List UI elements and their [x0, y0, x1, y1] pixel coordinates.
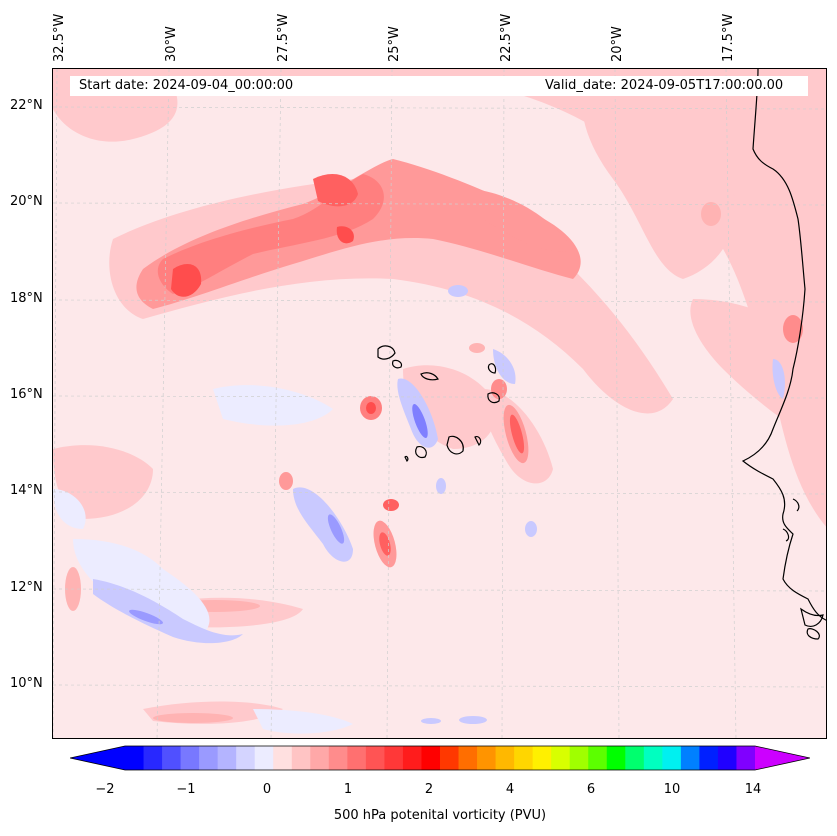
lon-label: 20°W [610, 26, 625, 62]
colorbar-cell [440, 746, 460, 770]
colorbar-cell [532, 746, 552, 770]
colorbar-cell [402, 746, 422, 770]
colorbar-tick: −2 [95, 782, 115, 797]
colorbar-cell [328, 746, 348, 770]
lat-label: 16°N [10, 387, 43, 402]
colorbar-cell [662, 746, 682, 770]
colorbar [70, 745, 810, 771]
pv-strong-band [136, 159, 581, 309]
lat-label: 12°N [10, 580, 43, 595]
colorbar-cell [699, 746, 719, 770]
colorbar-cell [273, 746, 293, 770]
pv-field-map [53, 69, 826, 738]
colorbar-cell [421, 746, 441, 770]
coastlines [377, 69, 826, 640]
colorbar-cell [217, 746, 237, 770]
colorbar-cell [347, 746, 367, 770]
lon-label: 22.5°W [499, 13, 514, 62]
colorbar-cell [625, 746, 645, 770]
valid-date-label: Valid_date: 2024-09-05T17:00:00.00 [545, 78, 784, 93]
lon-label: 25°W [387, 26, 402, 62]
colorbar-cell [162, 746, 182, 770]
colorbar-tick: 2 [424, 782, 434, 797]
colorbar-cell [236, 746, 256, 770]
lon-label: 17.5°W [721, 13, 736, 62]
colorbar-extend-low [70, 746, 125, 770]
colorbar-cell [606, 746, 626, 770]
lat-label: 22°N [10, 98, 43, 113]
lon-label: 32.5°W [52, 13, 67, 62]
colorbar-extend-high [755, 746, 810, 770]
date-banner [70, 76, 808, 96]
lat-label: 10°N [10, 676, 43, 691]
colorbar-cell [180, 746, 200, 770]
pv-negative-areas [53, 285, 785, 734]
colorbar-cell [384, 746, 404, 770]
start-date-label: Start date: 2024-09-04_00:00:00 [79, 78, 294, 93]
colorbar-tick: 6 [586, 782, 596, 797]
colorbar-tick: 1 [343, 782, 353, 797]
colorbar-cell [717, 746, 737, 770]
colorbar-cell [477, 746, 497, 770]
colorbar-tick: 0 [262, 782, 272, 797]
colorbar-cell [254, 746, 274, 770]
colorbar-cell [495, 746, 515, 770]
colorbar-cell [310, 746, 330, 770]
colorbar-cell [680, 746, 700, 770]
colorbar-cell [125, 746, 145, 770]
colorbar-cells [70, 745, 810, 771]
colorbar-outline [70, 745, 810, 771]
colorbar-cell [291, 746, 311, 770]
colorbar-cell [569, 746, 589, 770]
island [377, 345, 396, 360]
pv-local-maxima [65, 202, 803, 723]
colorbar-cell [588, 746, 608, 770]
map-plot-area[interactable] [52, 68, 827, 739]
colorbar-cell [365, 746, 385, 770]
colorbar-title: 500 hPa potenital vorticity (PVU) [333, 808, 547, 823]
colorbar-tick: −1 [176, 782, 196, 797]
lon-label: 30°W [164, 26, 179, 62]
colorbar-tick: 4 [505, 782, 515, 797]
lat-label: 20°N [10, 194, 43, 209]
colorbar-cell [458, 746, 478, 770]
colorbar-cell [643, 746, 663, 770]
graticule [53, 69, 826, 738]
colorbar-tick: 10 [663, 782, 681, 797]
colorbar-cell [736, 746, 756, 770]
colorbar-cell [551, 746, 571, 770]
lat-label: 18°N [10, 291, 43, 306]
lat-label: 14°N [10, 483, 43, 498]
colorbar-cell [143, 746, 163, 770]
colorbar-cell [199, 746, 219, 770]
lon-label: 27.5°W [276, 13, 291, 62]
colorbar-tick: 14 [744, 782, 762, 797]
colorbar-cell [514, 746, 534, 770]
